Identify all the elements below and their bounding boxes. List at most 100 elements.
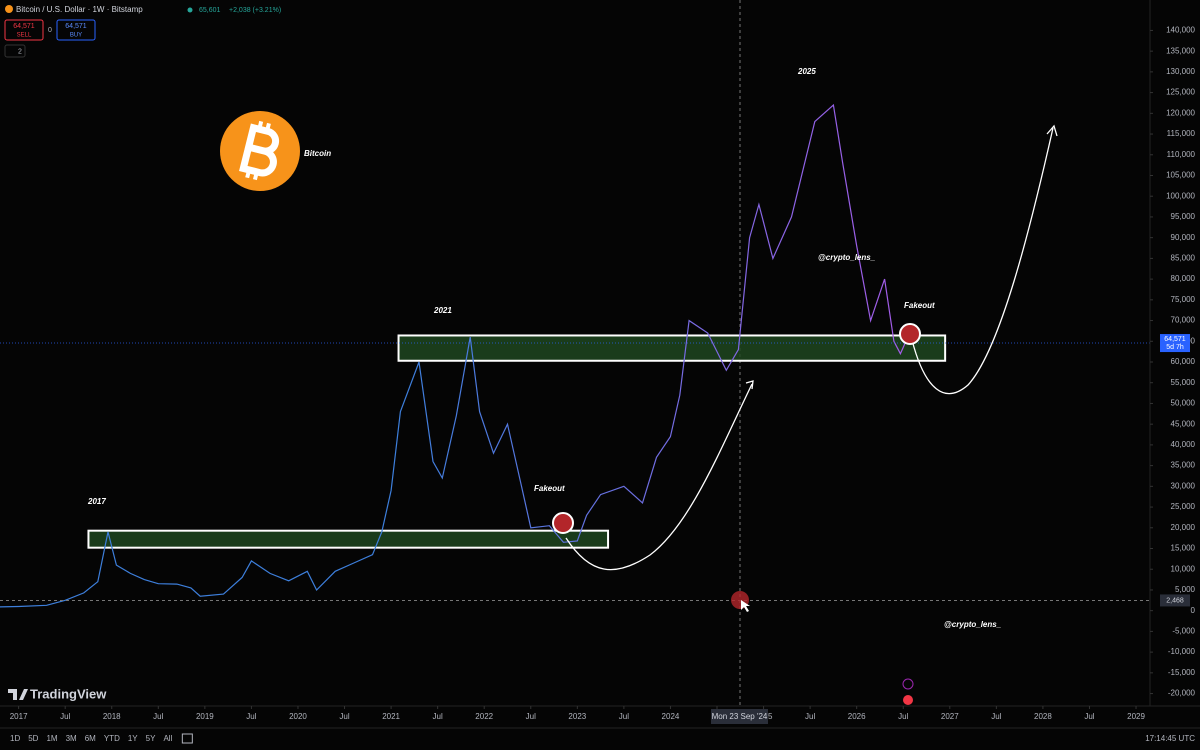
y-tick-label: -15,000 [1168,668,1196,677]
y-tick-label: 45,000 [1171,419,1196,428]
annotation: 2025 [797,67,816,76]
x-tick-label: Jul [60,712,70,721]
x-tick-label: 2026 [848,712,866,721]
x-tick-label: Jul [433,712,443,721]
y-tick-label: 35,000 [1171,461,1196,470]
y-tick-label: 75,000 [1171,295,1196,304]
fakeout-marker [552,512,574,534]
fakeout-marker [899,323,921,345]
y-tick-label: -5,000 [1172,627,1195,636]
x-tick-label: Jul [898,712,908,721]
x-tick-label: 2018 [103,712,121,721]
x-tick-label: 2028 [1034,712,1052,721]
arrow-head [745,380,754,390]
y-tick-label: 95,000 [1171,212,1196,221]
arrow [911,127,1054,395]
symbol: Bitcoin / U.S. Dollar · 1W · Bitstamp [16,5,143,14]
y-tick-label: 125,000 [1166,88,1195,97]
range-button[interactable]: YTD [104,734,120,743]
indicators-count: 2 [18,48,22,55]
x-tick-label: 2017 [10,712,28,721]
annotation: Bitcoin [304,149,331,158]
indicators-toggle[interactable] [4,44,26,58]
arrow-head [1046,124,1058,137]
crosshair-date: Mon 23 Sep '24 [712,712,768,721]
annotation: 2017 [87,497,106,506]
x-tick-label: Jul [339,712,349,721]
sell-price: 64,571 [13,23,35,30]
brand-logo [8,689,28,700]
bitcoin-symbol [239,120,280,181]
y-tick-label: 10,000 [1171,564,1196,573]
range-button[interactable]: 5D [28,734,38,743]
event-icon [902,678,914,690]
y-tick-label: 140,000 [1166,26,1195,35]
buy-price: 64,571 [65,23,87,30]
y-tick-label: 70,000 [1171,316,1196,325]
y-tick-label: 110,000 [1167,150,1196,159]
x-tick-label: Jul [1084,712,1094,721]
range-button[interactable]: 3M [66,734,77,743]
event-icon [903,695,913,705]
y-tick-label: 120,000 [1166,108,1195,117]
annotation: 2021 [433,306,452,315]
cursor [741,600,750,612]
zone [87,529,610,549]
y-tick-label: 90,000 [1171,233,1196,242]
sell-button[interactable] [4,19,44,41]
status-dot [187,7,193,13]
price-line [0,103,906,608]
x-tick-label: Jul [153,712,163,721]
range-button[interactable]: 1Y [128,734,138,743]
watermark: @crypto_lens_ [818,253,876,262]
clock: 17:14:45 UTC [1145,734,1195,743]
annotation: Fakeout [534,484,565,493]
y-tick-label: 100,000 [1166,191,1195,200]
range-button[interactable]: All [163,734,172,743]
zone [397,334,947,362]
y-tick-label: 25,000 [1171,502,1196,511]
crosshair-price: 2,468 [1166,597,1184,604]
annotation: Fakeout [904,301,935,310]
brand: TradingView [30,686,107,701]
sell-label: SELL [17,33,32,39]
y-tick-label: 80,000 [1171,274,1196,283]
range-button[interactable]: 6M [85,734,96,743]
crosshair-price-box [1160,594,1190,607]
watermark: @crypto_lens_ [944,620,1002,629]
y-tick-label: 15,000 [1171,544,1196,553]
y-tick-label: 105,000 [1166,171,1195,180]
x-tick-label: 2027 [941,712,959,721]
range-button[interactable]: 5Y [146,734,156,743]
y-tick-label: 50,000 [1171,399,1196,408]
buy-button[interactable] [56,19,96,41]
countdown: 5d 7h [1166,344,1184,351]
range-button[interactable]: 1D [10,734,20,743]
x-tick-label: Jul [991,712,1001,721]
y-tick-label: 20,000 [1171,523,1196,532]
date-range-icon [181,733,193,744]
y-tick-label: 40,000 [1171,440,1196,449]
x-tick-label: 2020 [289,712,307,721]
symbol-icon [5,5,13,13]
x-tick-label: 2019 [196,712,214,721]
bitcoin-b [239,123,280,177]
x-tick-label: 2024 [662,712,680,721]
x-tick-label: Jul [246,712,256,721]
y-tick-label: 0 [1191,606,1196,615]
x-tick-label: Jul [526,712,536,721]
last-price-box [1160,334,1190,353]
last-price-label: 64,571 [1164,336,1186,343]
y-tick-label: -20,000 [1168,689,1196,698]
buy-label: BUY [70,33,82,39]
x-tick-label: 2023 [568,712,586,721]
y-tick-label: -10,000 [1168,647,1196,656]
arrow [565,383,753,571]
range-button[interactable]: 1M [46,734,57,743]
x-tick-label: Jul [805,712,815,721]
price: 65,601 [199,7,221,14]
spread: 0 [48,27,52,34]
x-tick-label: Jul [619,712,629,721]
y-tick-label: 55,000 [1171,378,1196,387]
